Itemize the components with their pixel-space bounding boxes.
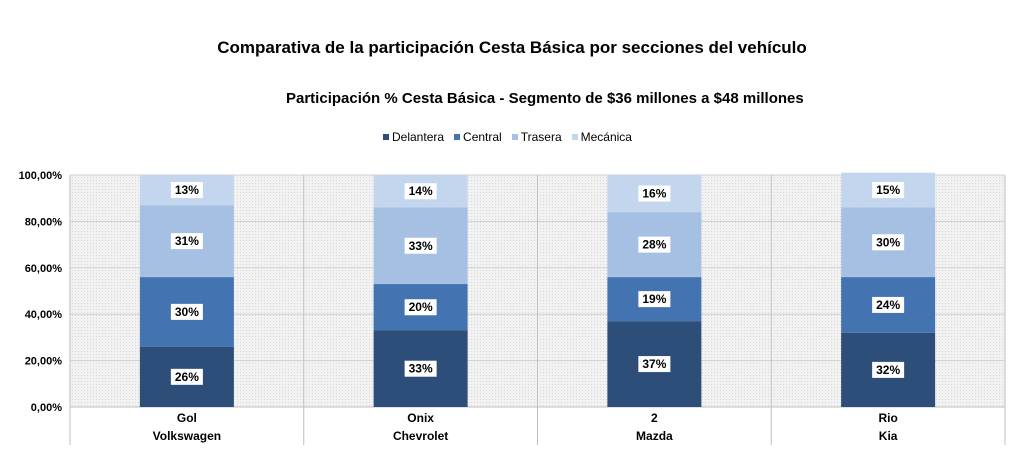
legend-item-mecanica: Mecánica xyxy=(571,130,632,144)
x-tick-label: Mazda xyxy=(636,429,673,443)
y-tick-label: 20,00% xyxy=(25,356,63,368)
data-label-box xyxy=(404,237,437,254)
data-label: 14% xyxy=(409,184,433,198)
legend-label-trasera: Trasera xyxy=(520,130,562,144)
data-label: 31% xyxy=(175,234,199,248)
x-tick-label: Chevrolet xyxy=(393,429,448,443)
legend: Delantera Central Trasera Mecánica xyxy=(383,130,632,144)
data-label: 24% xyxy=(876,298,900,312)
legend-swatch-trasera xyxy=(511,134,518,140)
data-label: 15% xyxy=(876,183,900,197)
legend-label-central: Central xyxy=(463,130,502,144)
data-label: 33% xyxy=(409,362,433,376)
data-label-box xyxy=(170,182,203,199)
data-label: 30% xyxy=(175,305,199,319)
legend-item-central: Central xyxy=(454,130,502,144)
legend-swatch-delantera xyxy=(383,134,389,140)
data-label-box xyxy=(404,183,437,200)
x-tick-label: Kia xyxy=(879,429,898,443)
data-label-box xyxy=(872,182,905,199)
data-label: 13% xyxy=(175,183,199,197)
data-label: 19% xyxy=(642,292,666,306)
legend-item-delantera: Delantera xyxy=(383,130,444,144)
data-label-box xyxy=(638,185,671,202)
data-label-box xyxy=(170,368,203,385)
data-label-box xyxy=(638,291,671,308)
x-tick-label: 2 xyxy=(651,411,658,425)
y-tick-label: 60,00% xyxy=(25,263,63,275)
data-label-box xyxy=(404,299,437,316)
data-label: 33% xyxy=(409,239,433,253)
data-label-box xyxy=(170,233,203,250)
legend-swatch-mecanica xyxy=(571,134,578,140)
chart-title: Comparativa de la participación Cesta Bá… xyxy=(217,38,807,57)
data-label-box xyxy=(872,361,905,378)
data-label: 28% xyxy=(642,238,666,252)
data-label: 30% xyxy=(876,235,900,249)
legend-item-trasera: Trasera xyxy=(511,130,562,144)
legend-label-mecanica: Mecánica xyxy=(580,130,632,144)
y-tick-label: 80,00% xyxy=(25,216,63,228)
data-label: 20% xyxy=(409,300,433,314)
data-label-box xyxy=(404,360,437,377)
x-tick-label: Gol xyxy=(177,411,197,425)
legend-label-delantera: Delantera xyxy=(392,130,445,144)
data-label-box xyxy=(872,234,905,251)
y-tick-label: 40,00% xyxy=(25,309,63,321)
data-label-box xyxy=(170,303,203,320)
chart-subtitle: Participación % Cesta Básica - Segmento … xyxy=(286,90,804,107)
legend-swatch-central xyxy=(454,134,461,140)
data-label-box xyxy=(638,356,671,373)
x-tick-label: Onix xyxy=(407,411,434,425)
y-tick-label: 0,00% xyxy=(31,402,62,414)
data-label: 37% xyxy=(642,357,666,371)
data-label: 16% xyxy=(642,187,666,201)
data-label: 26% xyxy=(175,370,199,384)
data-label: 32% xyxy=(876,363,900,377)
x-tick-label: Volkswagen xyxy=(153,429,221,443)
y-tick-label: 100,00% xyxy=(19,170,63,182)
data-label-box xyxy=(638,236,671,253)
data-label-box xyxy=(872,296,905,313)
x-tick-label: Rio xyxy=(878,411,897,425)
